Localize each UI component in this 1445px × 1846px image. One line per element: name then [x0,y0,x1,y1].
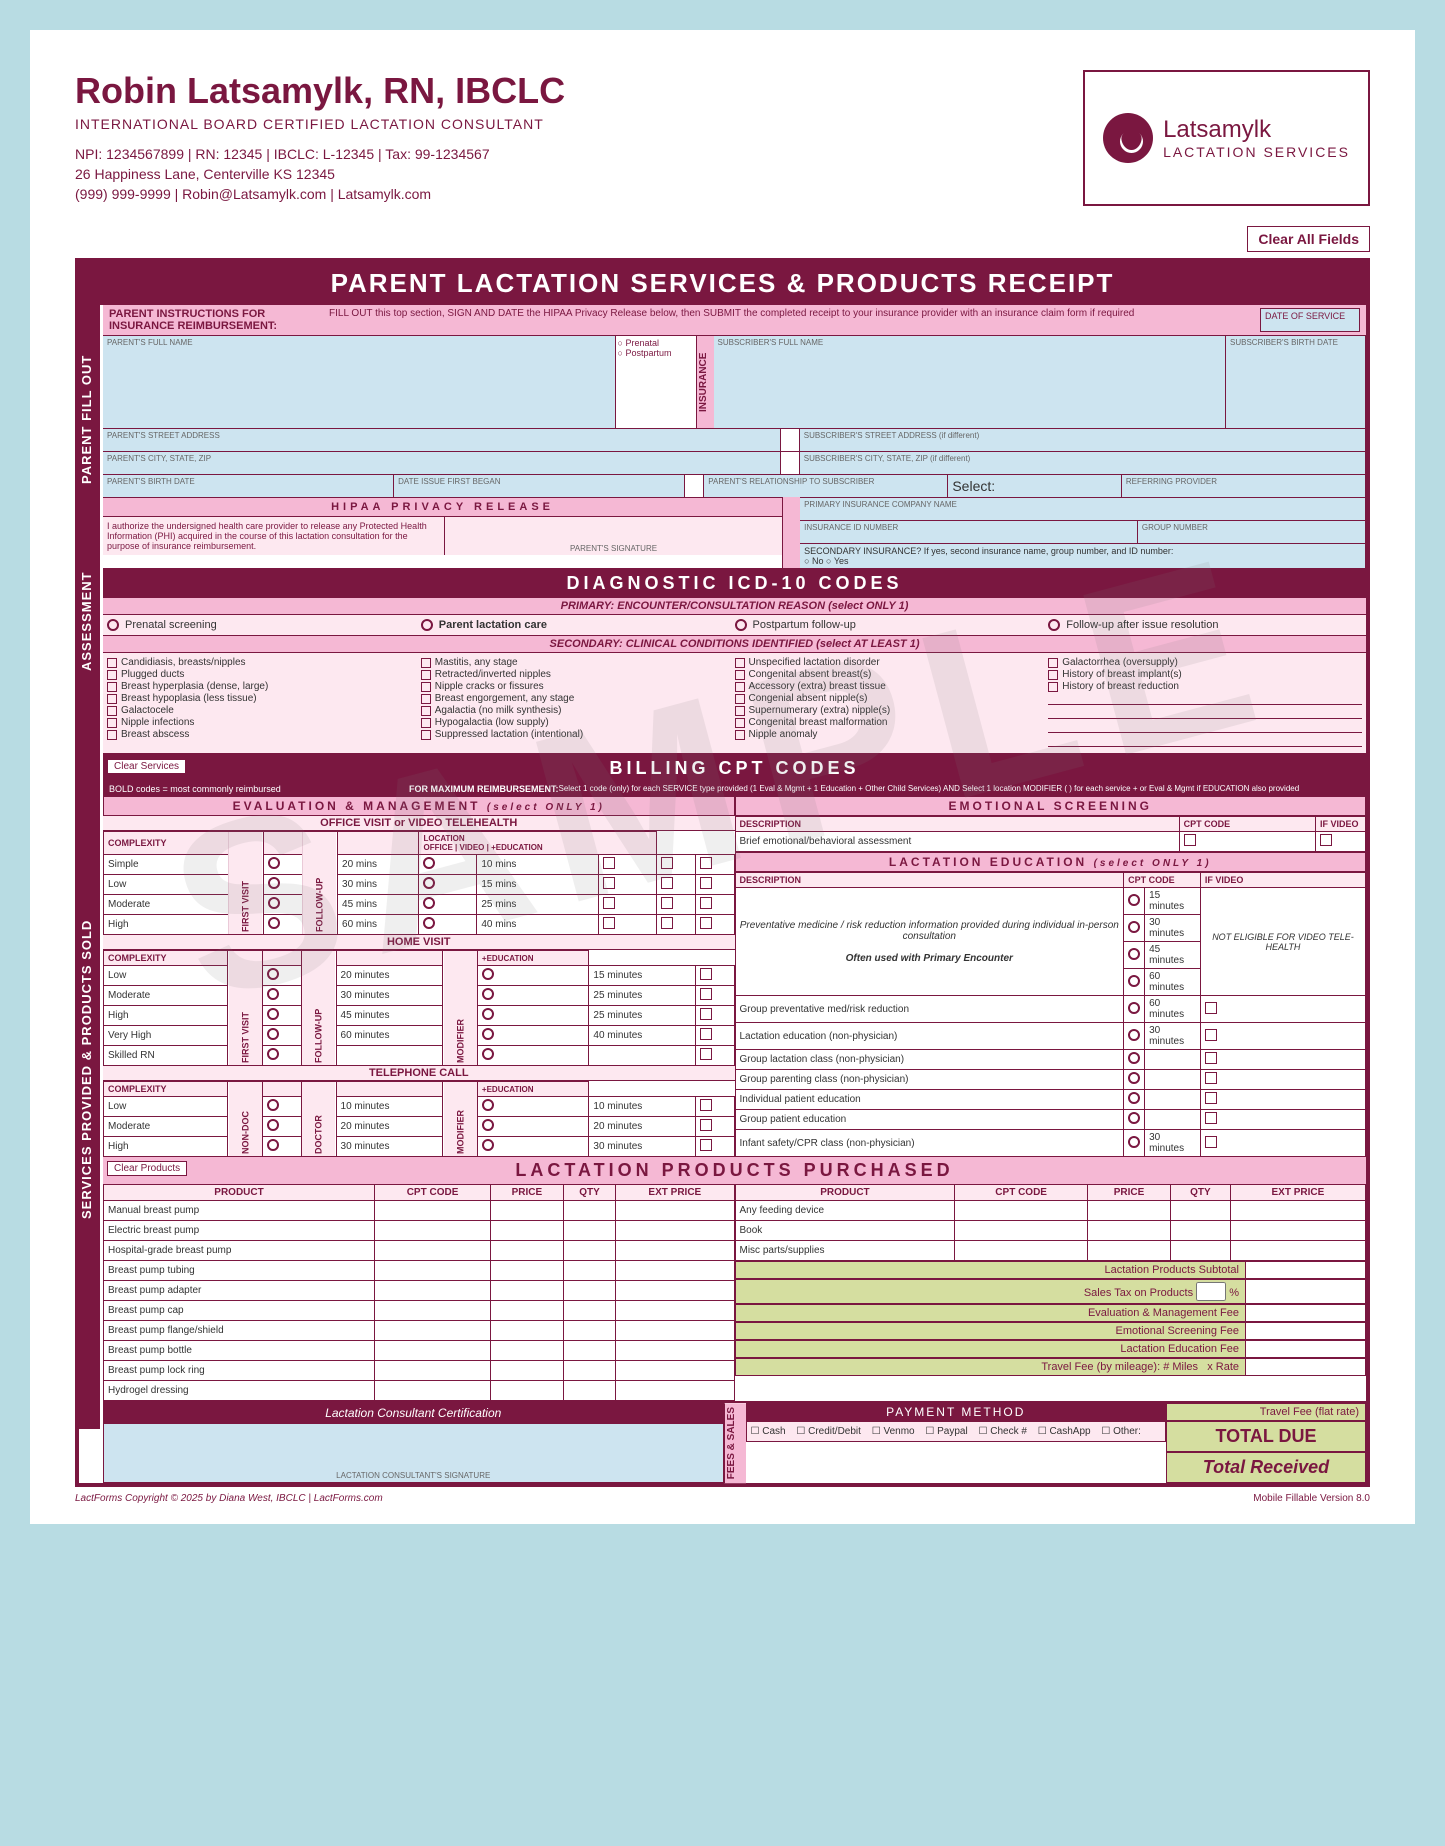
logo-icon [1103,113,1153,163]
provider-subtitle: INTERNATIONAL BOARD CERTIFIED LACTATION … [75,116,565,132]
hipaa-title: HIPAA PRIVACY RELEASE [103,497,782,516]
icd-checkbox[interactable]: Nipple anomaly [735,729,1049,740]
bill-note1: BOLD codes = most commonly reimbursed [109,784,409,794]
bill-note2: FOR MAXIMUM REIMBURSEMENT: [409,784,559,794]
icd-checkbox[interactable]: Breast hypoplasia (less tissue) [107,693,421,704]
logo: Latsamylk LACTATION SERVICES [1083,70,1370,206]
icd-checkbox[interactable]: Congenital absent breast(s) [735,669,1049,680]
cert-signature[interactable]: LACTATION CONSULTANT'S SIGNATURE [103,1423,724,1483]
edu-title: LACTATION EDUCATION [889,855,1087,869]
pay-title: PAYMENT METHOD [746,1403,1167,1421]
products-title: LACTATION PRODUCTS PURCHASED [103,1157,1366,1184]
field-priins[interactable]: PRIMARY INSURANCE COMPANY NAME [804,500,1361,509]
field-refprov[interactable]: REFERRING PROVIDER [1126,477,1361,486]
field-addr[interactable]: PARENT'S STREET ADDRESS [107,431,776,440]
icd-checkbox[interactable]: Breast engorgement, any stage [421,693,735,704]
vtab-parent: PARENT FILL OUT [76,304,100,534]
icd-checkbox[interactable]: Congenial absent nipple(s) [735,693,1049,704]
provider-address: 26 Happiness Lane, Centerville KS 12345 [75,166,565,182]
field-subname[interactable]: SUBSCRIBER'S FULL NAME [718,338,1222,347]
field-rel: PARENT'S RELATIONSHIP TO SUBSCRIBER [708,477,943,486]
icd-checkbox[interactable]: Agalactia (no milk synthesis) [421,705,735,716]
icd-checkbox[interactable]: Galactorrhea (oversupply) [1048,657,1362,668]
clear-services-button[interactable]: Clear Services [107,759,186,774]
total-received: Total Received [1166,1452,1366,1483]
cert-title: Lactation Consultant Certification [103,1403,724,1423]
field-subcsz[interactable]: SUBSCRIBER'S CITY, STATE, ZIP (if differ… [804,454,1361,463]
provider-contact: (999) 999-9999 | Robin@Latsamylk.com | L… [75,186,565,202]
vtab-assessment: ASSESSMENT [76,534,100,709]
field-grp[interactable]: GROUP NUMBER [1142,523,1361,532]
select-rel[interactable]: Select: [948,475,1122,497]
emo-title: EMOTIONAL SCREENING [735,796,1367,816]
total-due: TOTAL DUE [1166,1421,1366,1452]
prenatal-postpartum[interactable]: ○ Prenatal ○ Postpartum [616,336,696,428]
icd-p1[interactable]: Prenatal screening [107,619,421,631]
icd-checkbox[interactable]: Suppressed lactation (intentional) [421,729,735,740]
emo-ifv[interactable] [1316,832,1366,852]
provider-ids: NPI: 1234567899 | RN: 12345 | IBCLC: L-1… [75,146,565,162]
icd-checkbox[interactable]: Mastitis, any stage [421,657,735,668]
field-csz[interactable]: PARENT'S CITY, STATE, ZIP [107,454,776,463]
icd-checkbox[interactable]: Congenital breast malformation [735,717,1049,728]
icd-checkbox[interactable]: Galactocele [107,705,421,716]
vtab-fees: FEES & SALES [724,1403,746,1483]
travel-flat-label: Travel Fee (flat rate) [1167,1404,1365,1420]
home-visit-label: HOME VISIT [103,935,735,950]
eval-title: EVALUATION & MANAGEMENT [233,799,481,813]
icd-checkbox[interactable]: History of breast reduction [1048,681,1362,692]
form-title: PARENT LACTATION SERVICES & PRODUCTS REC… [79,262,1366,305]
icd-checkbox[interactable]: Candidiasis, breasts/nipples [107,657,421,668]
hipaa-signature[interactable]: PARENT'S SIGNATURE [444,517,782,555]
billing-title: BILLING CPT CODES [103,755,1366,782]
logo-title: Latsamylk [1163,116,1350,144]
footer-copyright: LactForms Copyright © 2025 by Diana West… [75,1493,383,1504]
footer-version: Mobile Fillable Version 8.0 [1253,1493,1370,1504]
instructions-label: PARENT INSTRUCTIONS FOR INSURANCE REIMBU… [109,308,329,332]
field-issue[interactable]: DATE ISSUE FIRST BEGAN [398,477,680,486]
clear-all-button[interactable]: Clear All Fields [1247,226,1370,252]
icd-title: DIAGNOSTIC ICD-10 CODES [103,570,1366,597]
icd-secondary-label: SECONDARY: CLINICAL CONDITIONS IDENTIFIE… [103,635,1366,652]
instructions-text: FILL OUT this top section, SIGN AND DATE… [329,308,1260,332]
icd-checkbox[interactable]: Plugged ducts [107,669,421,680]
pay-options[interactable]: ☐ Cash ☐ Credit/Debit ☐ Venmo ☐ Paypal ☐… [746,1421,1167,1442]
field-subaddr[interactable]: SUBSCRIBER'S STREET ADDRESS (if differen… [804,431,1361,440]
icd-checkbox[interactable]: Accessory (extra) breast tissue [735,681,1049,692]
office-visit-label: OFFICE VISIT or VIDEO TELEHEALTH [103,816,735,831]
vtab-services: SERVICES PROVIDED & PRODUCTS SOLD [76,709,100,1429]
icd-p2[interactable]: Parent lactation care [421,619,735,631]
icd-checkbox[interactable]: Nipple cracks or fissures [421,681,735,692]
date-of-service[interactable]: DATE OF SERVICE [1260,308,1360,332]
emo-cpt[interactable] [1179,832,1315,852]
icd-checkbox[interactable]: Breast abscess [107,729,421,740]
field-birth[interactable]: PARENT'S BIRTH DATE [107,477,389,486]
icd-checkbox[interactable]: Breast hyperplasia (dense, large) [107,681,421,692]
field-fullname[interactable]: PARENT'S FULL NAME [107,338,611,347]
icd-checkbox[interactable]: Unspecified lactation disorder [735,657,1049,668]
phone-label: TELEPHONE CALL [103,1066,735,1081]
icd-checkbox[interactable]: Hypogalactia (low supply) [421,717,735,728]
field-subbirth[interactable]: SUBSCRIBER'S BIRTH DATE [1230,338,1361,347]
header: Robin Latsamylk, RN, IBCLC INTERNATIONAL… [75,70,1370,206]
icd-primary-label: PRIMARY: ENCOUNTER/CONSULTATION REASON (… [103,597,1366,614]
bill-note3: Select 1 code (only) for each SERVICE ty… [559,784,1361,794]
field-secins: SECONDARY INSURANCE? If yes, second insu… [804,546,1173,556]
emo-desc: Brief emotional/behavioral assessment [735,832,1179,852]
field-insid[interactable]: INSURANCE ID NUMBER [804,523,1133,532]
icd-checkbox[interactable]: History of breast implant(s) [1048,669,1362,680]
icd-p3[interactable]: Postpartum follow-up [735,619,1049,631]
hipaa-text: I authorize the undersigned health care … [103,517,444,555]
icd-checkbox[interactable]: Retracted/inverted nipples [421,669,735,680]
clear-products-button[interactable]: Clear Products [107,1161,187,1176]
vtab-insurance: INSURANCE [696,336,714,428]
logo-subtitle: LACTATION SERVICES [1163,144,1350,160]
icd-p4[interactable]: Follow-up after issue resolution [1048,619,1362,631]
provider-name: Robin Latsamylk, RN, IBCLC [75,70,565,112]
icd-checkbox[interactable]: Supernumerary (extra) nipple(s) [735,705,1049,716]
icd-checkbox[interactable]: Nipple infections [107,717,421,728]
